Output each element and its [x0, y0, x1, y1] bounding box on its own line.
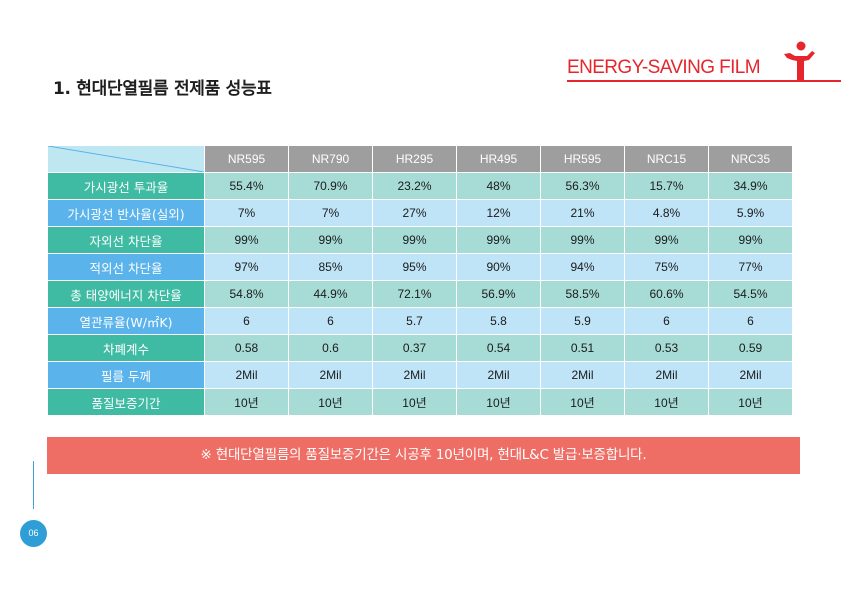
table-cell: 99% [204, 226, 289, 254]
table-cell: 7% [288, 199, 373, 227]
table-corner-cell [47, 145, 205, 173]
row-label: 필름 두께 [47, 361, 205, 389]
table-cell: 15.7% [624, 172, 709, 200]
column-header: NR595 [204, 145, 289, 173]
table-row: 가시광선 투과율 55.4% 70.9% 23.2% 48% 56.3% 15.… [47, 172, 793, 200]
row-label: 적외선 차단율 [47, 253, 205, 281]
table-cell: 0.54 [456, 334, 541, 362]
table-cell: 0.6 [288, 334, 373, 362]
table-cell: 44.9% [288, 280, 373, 308]
table-cell: 6 [624, 307, 709, 335]
table-cell: 99% [624, 226, 709, 254]
person-arms-raised-icon [784, 41, 815, 80]
page-side-line [33, 461, 34, 509]
table-cell: 10년 [372, 388, 457, 416]
table-cell: 5.8 [456, 307, 541, 335]
performance-table: NR595 NR790 HR295 HR495 HR595 NRC15 NRC3… [47, 145, 793, 416]
table-cell: 34.9% [708, 172, 793, 200]
table-cell: 0.51 [540, 334, 625, 362]
table-cell: 94% [540, 253, 625, 281]
table-cell: 10년 [708, 388, 793, 416]
table-cell: 99% [372, 226, 457, 254]
row-label: 가시광선 투과율 [47, 172, 205, 200]
table-cell: 58.5% [540, 280, 625, 308]
table-cell: 27% [372, 199, 457, 227]
row-label: 가시광선 반사율(실외) [47, 199, 205, 227]
table-cell: 0.53 [624, 334, 709, 362]
table-row: 총 태양에너지 차단율 54.8% 44.9% 72.1% 56.9% 58.5… [47, 280, 793, 308]
table-cell: 72.1% [372, 280, 457, 308]
table-row: 차폐계수 0.58 0.6 0.37 0.54 0.51 0.53 0.59 [47, 334, 793, 362]
diagonal-divider [48, 146, 204, 172]
table-cell: 2Mil [708, 361, 793, 389]
table-cell: 6 [708, 307, 793, 335]
table-cell: 99% [708, 226, 793, 254]
table-row: 자외선 차단율 99% 99% 99% 99% 99% 99% 99% [47, 226, 793, 254]
table-cell: 10년 [540, 388, 625, 416]
table-cell: 21% [540, 199, 625, 227]
table-cell: 99% [288, 226, 373, 254]
warranty-note-banner: ※ 현대단열필름의 품질보증기간은 시공후 10년이며, 현대L&C 발급·보증… [47, 437, 800, 474]
row-label: 열관류율(W/㎡K) [47, 307, 205, 335]
table-cell: 85% [288, 253, 373, 281]
table-cell: 6 [288, 307, 373, 335]
table-row: 품질보증기간 10년 10년 10년 10년 10년 10년 10년 [47, 388, 793, 416]
table-cell: 2Mil [624, 361, 709, 389]
column-header: HR495 [456, 145, 541, 173]
table-cell: 2Mil [288, 361, 373, 389]
row-label: 차폐계수 [47, 334, 205, 362]
table-cell: 0.59 [708, 334, 793, 362]
table-cell: 95% [372, 253, 457, 281]
table-cell: 48% [456, 172, 541, 200]
table-cell: 5.9 [540, 307, 625, 335]
table-cell: 56.9% [456, 280, 541, 308]
table-row: 열관류율(W/㎡K) 6 6 5.7 5.8 5.9 6 6 [47, 307, 793, 335]
table-row: 적외선 차단율 97% 85% 95% 90% 94% 75% 77% [47, 253, 793, 281]
table-cell: 10년 [288, 388, 373, 416]
table-cell: 0.58 [204, 334, 289, 362]
column-header: NR790 [288, 145, 373, 173]
table-cell: 60.6% [624, 280, 709, 308]
table-cell: 54.8% [204, 280, 289, 308]
table-cell: 4.8% [624, 199, 709, 227]
table-cell: 90% [456, 253, 541, 281]
table-row: 가시광선 반사율(실외) 7% 7% 27% 12% 21% 4.8% 5.9% [47, 199, 793, 227]
table-cell: 99% [540, 226, 625, 254]
page-title: 1. 현대단열필름 전제품 성능표 [53, 79, 272, 99]
column-header: HR595 [540, 145, 625, 173]
row-label: 자외선 차단율 [47, 226, 205, 254]
table-cell: 2Mil [456, 361, 541, 389]
table-cell: 77% [708, 253, 793, 281]
table-cell: 2Mil [372, 361, 457, 389]
table-cell: 54.5% [708, 280, 793, 308]
table-cell: 10년 [456, 388, 541, 416]
row-label: 품질보증기간 [47, 388, 205, 416]
table-cell: 97% [204, 253, 289, 281]
table-cell: 7% [204, 199, 289, 227]
row-label: 총 태양에너지 차단율 [47, 280, 205, 308]
table-header-row: NR595 NR790 HR295 HR495 HR595 NRC15 NRC3… [47, 145, 793, 173]
column-header: HR295 [372, 145, 457, 173]
table-cell: 6 [204, 307, 289, 335]
table-cell: 75% [624, 253, 709, 281]
table-cell: 10년 [624, 388, 709, 416]
table-cell: 5.7 [372, 307, 457, 335]
page-number-badge: 06 [20, 520, 47, 547]
table-row: 필름 두께 2Mil 2Mil 2Mil 2Mil 2Mil 2Mil 2Mil [47, 361, 793, 389]
brand-text: ENERGY-SAVING FILM [567, 57, 761, 78]
table-cell: 70.9% [288, 172, 373, 200]
table-cell: 12% [456, 199, 541, 227]
table-cell: 5.9% [708, 199, 793, 227]
column-header: NRC15 [624, 145, 709, 173]
table-cell: 10년 [204, 388, 289, 416]
table-cell: 56.3% [540, 172, 625, 200]
column-header: NRC35 [708, 145, 793, 173]
table-cell: 2Mil [540, 361, 625, 389]
table-cell: 2Mil [204, 361, 289, 389]
table-cell: 55.4% [204, 172, 289, 200]
table-cell: 0.37 [372, 334, 457, 362]
brand-underline [567, 80, 841, 82]
table-cell: 23.2% [372, 172, 457, 200]
table-cell: 99% [456, 226, 541, 254]
